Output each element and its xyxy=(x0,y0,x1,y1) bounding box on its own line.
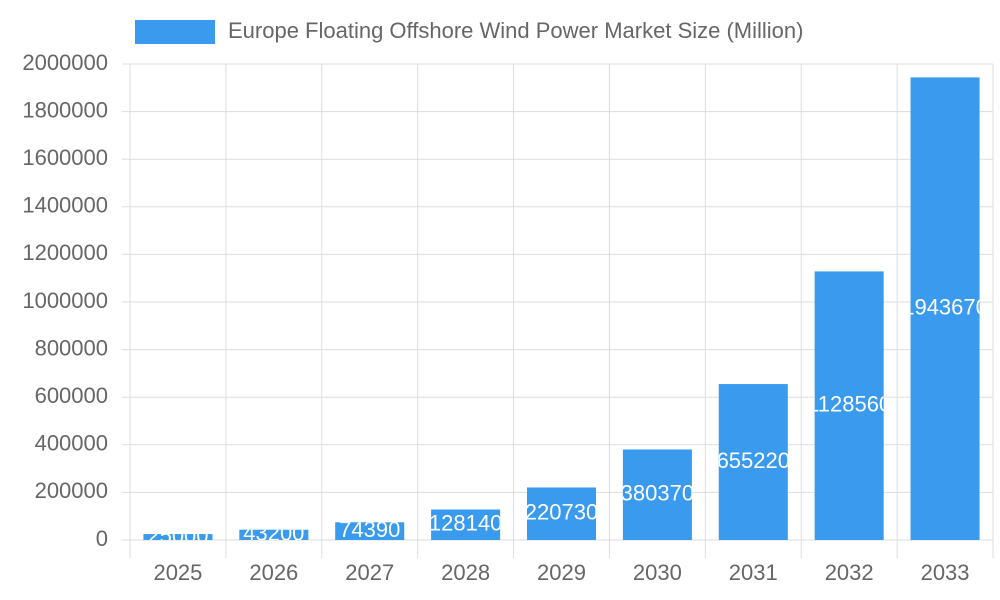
x-tick-label: 2029 xyxy=(537,560,586,585)
data-label: 43200 xyxy=(243,521,304,546)
y-tick-label: 400000 xyxy=(35,431,108,456)
data-label: 1943670 xyxy=(902,295,988,320)
legend-swatch xyxy=(135,20,215,44)
data-label: 220730 xyxy=(525,500,598,525)
y-tick-label: 0 xyxy=(96,526,108,551)
y-tick-label: 2000000 xyxy=(22,50,108,75)
bar xyxy=(814,271,884,540)
bar xyxy=(718,384,788,540)
y-tick-label: 200000 xyxy=(35,478,108,503)
x-tick-label: 2027 xyxy=(345,560,394,585)
data-label: 25000 xyxy=(147,523,208,548)
y-tick-label: 600000 xyxy=(35,383,108,408)
bar xyxy=(335,522,405,540)
bar xyxy=(431,509,501,540)
bar xyxy=(622,449,692,540)
data-label: 1128560 xyxy=(807,392,891,417)
bar xyxy=(143,534,213,540)
y-tick-label: 1000000 xyxy=(22,288,108,313)
x-tick-label: 2030 xyxy=(633,560,682,585)
x-tick-label: 2026 xyxy=(249,560,298,585)
y-tick-label: 1400000 xyxy=(22,193,108,218)
x-tick-label: 2028 xyxy=(441,560,490,585)
y-tick-label: 1600000 xyxy=(22,145,108,170)
y-tick-label: 800000 xyxy=(35,335,108,360)
x-tick-label: 2033 xyxy=(921,560,970,585)
x-tick-label: 2032 xyxy=(825,560,874,585)
data-label: 128140 xyxy=(429,511,502,536)
y-tick-label: 1800000 xyxy=(22,97,108,122)
data-label: 74390 xyxy=(339,517,400,542)
x-tick-label: 2025 xyxy=(153,560,202,585)
data-label: 380370 xyxy=(621,481,694,506)
bar xyxy=(910,77,980,540)
legend-label: Europe Floating Offshore Wind Power Mark… xyxy=(228,18,803,43)
data-label: 655220 xyxy=(717,448,790,473)
y-tick-label: 1200000 xyxy=(22,240,108,265)
bar xyxy=(526,487,597,540)
x-tick-label: 2031 xyxy=(729,560,778,585)
bar xyxy=(239,529,309,540)
